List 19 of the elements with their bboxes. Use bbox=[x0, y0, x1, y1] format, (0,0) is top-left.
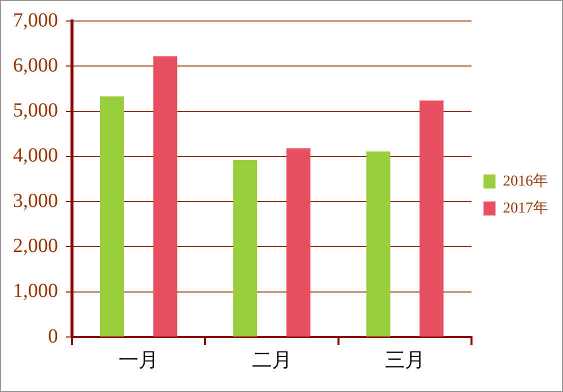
x-tick-label: 二月 bbox=[252, 349, 292, 372]
y-tick-label: 3,000 bbox=[13, 190, 58, 212]
y-tick-label: 2,000 bbox=[13, 234, 58, 257]
y-tick-label: 6,000 bbox=[13, 54, 58, 76]
y-tick-label: 4,000 bbox=[13, 144, 58, 167]
y-tick-label: 7,000 bbox=[13, 9, 58, 32]
y-tick-label: 1,000 bbox=[13, 280, 58, 302]
x-tick-label: 三月 bbox=[384, 349, 425, 372]
bar bbox=[420, 100, 444, 336]
x-tick-label: 一月 bbox=[118, 349, 159, 372]
bar bbox=[233, 160, 258, 336]
bar bbox=[153, 56, 178, 336]
bar bbox=[366, 151, 390, 336]
legend-label: 2017年 bbox=[503, 199, 548, 216]
y-tick-label: 0 bbox=[48, 325, 58, 348]
y-tick-label: 5,000 bbox=[13, 100, 58, 122]
bar bbox=[100, 96, 124, 336]
bar bbox=[286, 148, 310, 336]
legend-label: 2016年 bbox=[503, 172, 548, 190]
